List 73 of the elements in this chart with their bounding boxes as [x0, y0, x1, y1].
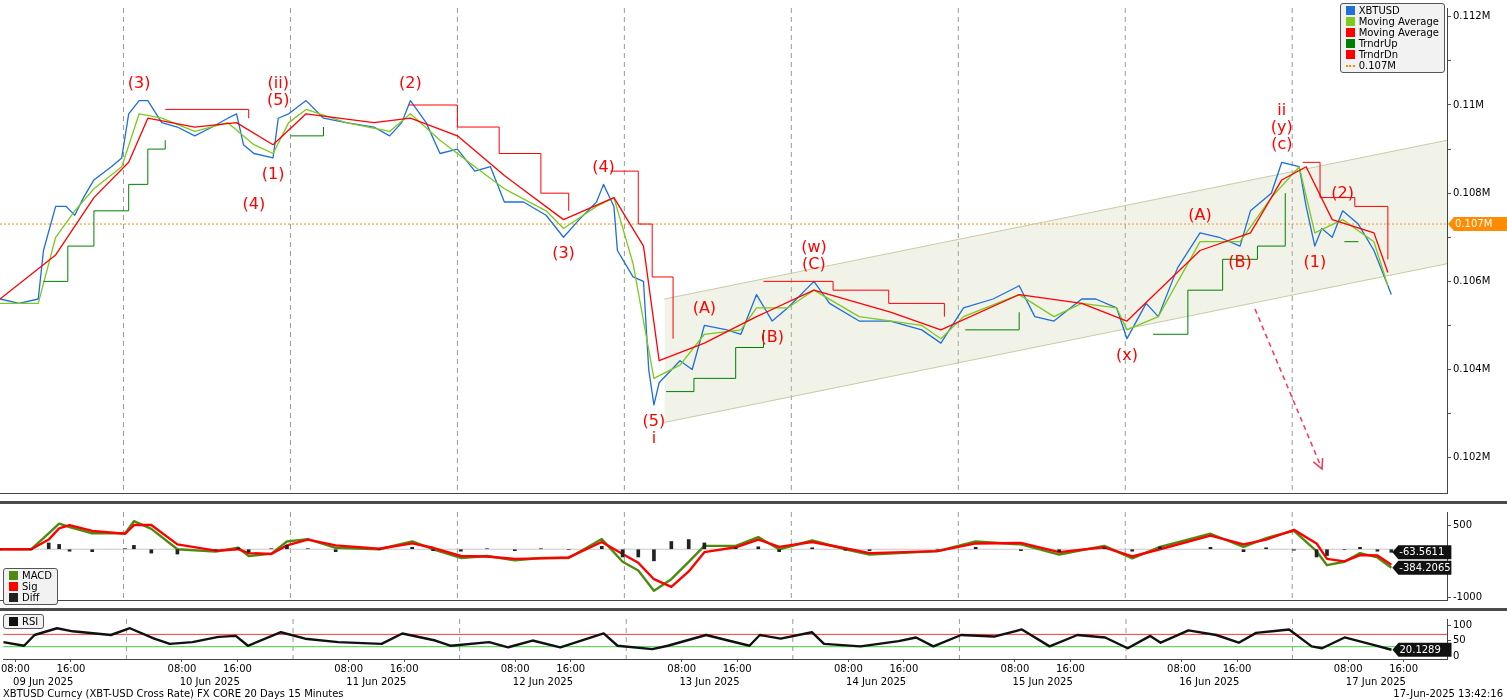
annotation: (w): [801, 236, 827, 256]
x-tick-label: 08:00: [1333, 662, 1363, 674]
x-tick-label: 16:00: [556, 662, 586, 674]
x-tick-label: 08:00: [1, 662, 30, 674]
legend-label: Moving Average: [1358, 16, 1439, 27]
annotation: 20.1289: [1399, 643, 1441, 655]
x-tick-label: 16:00: [56, 662, 86, 674]
y-tick-label: 50: [1453, 634, 1466, 646]
annotation: (1): [1303, 252, 1327, 272]
x-tick-label: 08:00: [334, 662, 363, 674]
x2-tick-label: 14 Jun 2025: [846, 675, 907, 687]
x-tick-label: 16:00: [1389, 662, 1419, 674]
annotation: (ii): [267, 73, 289, 93]
x2-tick-label: 09 Jun 2025: [13, 675, 74, 687]
legend-label: RSI: [22, 616, 39, 627]
annotation: ii: [1277, 100, 1287, 120]
y-tick-label: 0.106M: [1453, 274, 1491, 286]
ref-line-label: 0.107M: [1455, 218, 1493, 230]
y-tick-label: 0.108M: [1453, 186, 1491, 198]
x-tick-label: 16:00: [1222, 662, 1252, 674]
annotation: (4): [592, 156, 615, 176]
x-tick-label: 16:00: [223, 662, 252, 674]
annotation: (3): [127, 72, 151, 92]
x-tick-label: 08:00: [500, 662, 530, 674]
legend-label: XBTUSD: [1358, 5, 1400, 16]
annotation: (5): [642, 410, 666, 430]
annotation: (x): [1116, 344, 1138, 364]
x-tick-label: 08:00: [1167, 662, 1196, 674]
legend-label: MACD: [22, 570, 52, 581]
x2-tick-label: 10 Jun 2025: [179, 675, 240, 687]
x2-tick-label: 13 Jun 2025: [679, 675, 740, 687]
annotation: (c): [1271, 134, 1293, 154]
annotation: (4): [242, 193, 266, 213]
legend-label: Diff: [22, 592, 40, 603]
annotation: (A): [1188, 205, 1212, 225]
y-tick-label: 0: [1453, 649, 1460, 661]
x-tick-label: 08:00: [1000, 662, 1030, 674]
x2-tick-label: 11 Jun 2025: [346, 675, 407, 687]
x-tick-label: 16:00: [722, 662, 752, 674]
x-tick-label: 16:00: [1056, 662, 1085, 674]
legend-label: TrndrUp: [1358, 38, 1398, 49]
y-tick-label: 0.11M: [1453, 98, 1484, 110]
annotation: i: [651, 427, 657, 447]
y-tick-label: 0.104M: [1453, 363, 1491, 375]
y-tick-label: 0.102M: [1453, 451, 1491, 463]
y-tick-label: -1000: [1453, 591, 1483, 603]
annotation: (3): [552, 243, 575, 263]
x2-tick-label: 16 Jun 2025: [1179, 675, 1240, 687]
annotation: -384.2065: [1399, 561, 1451, 573]
x-tick-label: 16:00: [389, 662, 419, 674]
text: XBTUSD Curncy (XBT-USD Cross Rate) FX CORE 20 Days 15 Minutes: [3, 687, 344, 699]
x-tick-label: 08:00: [167, 662, 197, 674]
x2-tick-label: 17 Jun 2025: [1345, 675, 1406, 687]
legend-label: TrndrDn: [1358, 49, 1399, 60]
y-tick-label: 0.112M: [1453, 10, 1491, 22]
y-tick-label: 500: [1453, 518, 1473, 530]
annotation: -63.5611: [1399, 546, 1445, 558]
text: 0.107M: [1358, 60, 1396, 71]
annotation: (2): [1331, 182, 1354, 202]
x2-tick-label: 15 Jun 2025: [1012, 675, 1073, 687]
x-tick-label: 08:00: [667, 662, 697, 674]
annotation: (1): [261, 164, 285, 184]
x-tick-label: 08:00: [833, 662, 863, 674]
annotation: (y): [1270, 117, 1293, 137]
x-tick-label: 16:00: [889, 662, 919, 674]
y-tick-label: 100: [1453, 618, 1473, 630]
annotation: (5): [266, 90, 290, 110]
x2-tick-label: 12 Jun 2025: [512, 675, 574, 687]
legend-label: Sig: [22, 581, 38, 592]
text: 17-Jun-2025 13:42:16: [1393, 687, 1503, 699]
annotation: (2): [399, 72, 422, 92]
annotation: (A): [692, 297, 717, 317]
legend-label: Moving Average: [1358, 27, 1439, 38]
